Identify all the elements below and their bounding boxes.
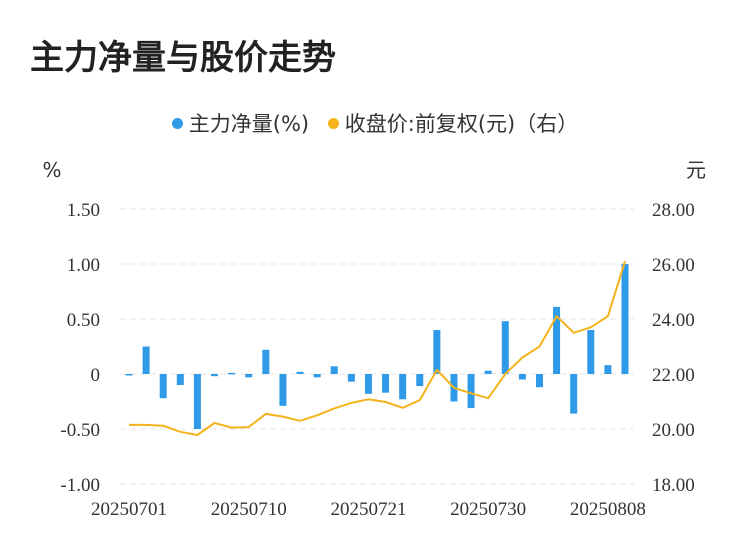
legend-marker-bar — [171, 117, 183, 129]
net-volume-bar — [159, 374, 167, 399]
left-axis-tick-label: 1.00 — [67, 255, 100, 276]
right-axis-tick-label: 28.00 — [652, 200, 695, 221]
left-axis-tick-label: 1.50 — [67, 200, 100, 221]
net-volume-bar — [279, 374, 287, 406]
net-volume-bar — [313, 374, 321, 378]
net-volume-bar — [570, 374, 578, 414]
right-axis-ticks: 28.00 26.00 24.00 22.00 20.00 18.00 — [652, 200, 695, 496]
net-volume-bar — [364, 374, 372, 394]
x-axis-ticks: 20250701 20250710 20250721 20250730 20250808 — [91, 499, 646, 520]
left-axis-tick-label: 0 — [91, 365, 101, 386]
net-volume-bar — [245, 374, 253, 378]
right-axis-tick-label: 20.00 — [652, 420, 695, 441]
net-volume-bar — [433, 330, 441, 374]
net-volume-bar — [535, 374, 543, 388]
net-volume-bar — [467, 374, 475, 409]
close-price-line — [129, 260, 626, 436]
right-axis-tick-label: 22.00 — [652, 365, 695, 386]
legend-marker-line — [327, 117, 339, 129]
net-volume-bar — [518, 374, 526, 380]
net-volume-bar — [176, 374, 184, 385]
net-volume-bar — [211, 374, 219, 377]
chart-legend: 主力净量(%) 收盘价:前复权(元)（右） — [0, 108, 750, 138]
right-axis-tick-label: 24.00 — [652, 310, 695, 331]
net-volume-bar — [604, 365, 612, 374]
right-axis-unit: 元 — [686, 158, 706, 182]
right-axis-tick-label: 26.00 — [652, 255, 695, 276]
right-axis-tick-label: 18.00 — [652, 475, 695, 496]
x-axis-tick-label: 20250808 — [570, 499, 646, 520]
net-volume-bar — [416, 374, 424, 387]
legend-item-close-price[interactable]: 收盘价:前复权(元)（右） — [327, 108, 579, 138]
left-axis-tick-label: -1.00 — [60, 475, 100, 496]
x-axis-tick-label: 20250730 — [450, 499, 526, 520]
legend-label-net-volume: 主力净量(%) — [188, 112, 310, 136]
x-axis-tick-label: 20250701 — [91, 499, 167, 520]
x-axis-tick-label: 20250721 — [330, 499, 406, 520]
left-axis-ticks: 1.50 1.00 0.50 0 -0.50 -1.00 — [60, 200, 100, 496]
net-volume-bar — [125, 374, 133, 376]
net-volume-bar — [484, 370, 492, 374]
net-volume-bar — [193, 374, 201, 429]
net-volume-bar — [142, 346, 150, 374]
net-volume-bar — [228, 372, 236, 375]
legend-label-close-price: 收盘价:前复权(元)（右） — [344, 112, 579, 136]
left-axis-unit: % — [42, 158, 61, 182]
net-volume-bar — [501, 321, 509, 374]
net-volume-bar — [262, 349, 270, 374]
net-volume-bar — [296, 371, 304, 374]
net-volume-bar — [330, 366, 338, 374]
net-volume-bars — [125, 264, 629, 429]
left-axis-tick-label: -0.50 — [60, 420, 100, 441]
close-price-line-group — [129, 260, 626, 436]
net-volume-bar — [347, 374, 355, 382]
left-axis-tick-label: 0.50 — [67, 310, 100, 331]
net-volume-bar — [382, 374, 390, 393]
x-axis-tick-label: 20250710 — [211, 499, 287, 520]
net-volume-bar — [553, 306, 561, 374]
net-volume-bar — [587, 330, 595, 374]
net-volume-bar — [621, 264, 629, 374]
legend-item-net-volume[interactable]: 主力净量(%) — [171, 108, 310, 138]
chart-title: 主力净量与股价走势 — [30, 38, 336, 78]
net-volume-bar — [399, 374, 407, 400]
